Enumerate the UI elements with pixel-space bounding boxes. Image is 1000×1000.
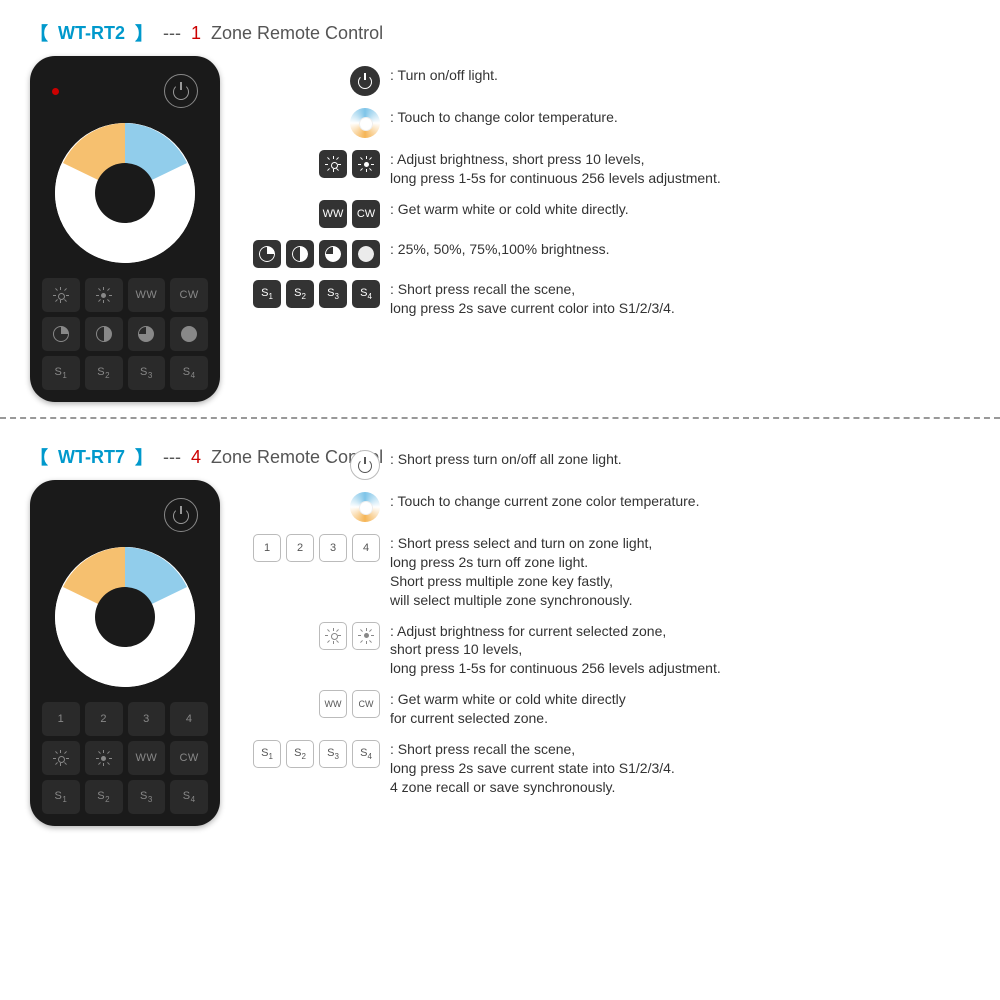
- remote-rt2: WW CW S1 S2 S3 S4: [30, 56, 220, 402]
- s1-icon: S1: [253, 740, 281, 768]
- legend-wwcw: Get warm white or cold white directly fo…: [390, 690, 970, 728]
- bracket-open: 【: [30, 444, 48, 470]
- product1-header: 【 WT-RT2 】 --- 1 Zone Remote Control: [30, 20, 970, 46]
- product1-section: 【 WT-RT2 】 --- 1 Zone Remote Control: [0, 0, 1000, 412]
- power-icon: [350, 450, 380, 480]
- brightness-down-button[interactable]: [42, 278, 80, 312]
- power-icon: [350, 66, 380, 96]
- brightness-up-icon: [352, 150, 380, 178]
- s4-icon: S4: [352, 740, 380, 768]
- cw-button[interactable]: CW: [170, 741, 208, 775]
- zone2-icon: 2: [286, 534, 314, 562]
- dash: ---: [163, 23, 181, 44]
- ww-button[interactable]: WW: [128, 278, 166, 312]
- s4-icon: S4: [352, 280, 380, 308]
- s1-icon: S1: [253, 280, 281, 308]
- zone3-button[interactable]: 3: [128, 702, 166, 736]
- power-button[interactable]: [164, 498, 198, 532]
- s3-icon: S3: [319, 740, 347, 768]
- zone2-button[interactable]: 2: [85, 702, 123, 736]
- legend-brightness: Adjust brightness for current selected z…: [390, 622, 970, 679]
- legend-power: Short press turn on/off all zone light.: [390, 450, 970, 469]
- cw-button[interactable]: CW: [170, 278, 208, 312]
- bracket-close: 】: [135, 444, 153, 470]
- legend-wheel: Touch to change color temperature.: [390, 108, 970, 127]
- remote-rt7: 1 2 3 4 WW CW S1 S2 S3 S4: [30, 480, 220, 826]
- pie100-button[interactable]: [170, 317, 208, 351]
- zone1-icon: 1: [253, 534, 281, 562]
- pie50-icon: [286, 240, 314, 268]
- ww-icon: WW: [319, 200, 347, 228]
- legend-wheel: Touch to change current zone color tempe…: [390, 492, 970, 511]
- legend-wwcw: Get warm white or cold white directly.: [390, 200, 970, 219]
- colortemp-icon: [350, 492, 380, 522]
- pie25-button[interactable]: [42, 317, 80, 351]
- colortemp-icon: [350, 108, 380, 138]
- pie75-icon: [319, 240, 347, 268]
- brightness-up-button[interactable]: [85, 741, 123, 775]
- s2-icon: S2: [286, 740, 314, 768]
- pie25-icon: [253, 240, 281, 268]
- dash: ---: [163, 447, 181, 468]
- zone4-icon: 4: [352, 534, 380, 562]
- s2-icon: S2: [286, 280, 314, 308]
- s3-icon: S3: [319, 280, 347, 308]
- zone3-icon: 3: [319, 534, 347, 562]
- legend-scene: Short press recall the scene, long press…: [390, 740, 970, 797]
- color-temp-wheel[interactable]: [55, 123, 195, 263]
- s2-button[interactable]: S2: [85, 356, 123, 390]
- cw-icon: CW: [352, 200, 380, 228]
- pie75-button[interactable]: [128, 317, 166, 351]
- product1-model: WT-RT2: [58, 23, 125, 44]
- zone4-button[interactable]: 4: [170, 702, 208, 736]
- bracket-close: 】: [135, 20, 153, 46]
- product2-section: 【WT-RT7】 --- 4 Zone Remote Control: [0, 424, 1000, 836]
- power-button[interactable]: [164, 74, 198, 108]
- led-indicator: [52, 88, 59, 95]
- s2-button[interactable]: S2: [85, 780, 123, 814]
- pie100-icon: [352, 240, 380, 268]
- brightness-down-icon: [319, 622, 347, 650]
- product1-zone-label: Zone Remote Control: [211, 23, 383, 44]
- bracket-open: 【: [30, 20, 48, 46]
- section-divider: [0, 417, 1000, 419]
- brightness-down-icon: [319, 150, 347, 178]
- s3-button[interactable]: S3: [128, 356, 166, 390]
- legend-power: Turn on/off light.: [390, 66, 970, 85]
- cw-icon: CW: [352, 690, 380, 718]
- brightness-up-button[interactable]: [85, 278, 123, 312]
- zone1-button[interactable]: 1: [42, 702, 80, 736]
- legend-brightness: Adjust brightness, short press 10 levels…: [390, 150, 970, 188]
- s1-button[interactable]: S1: [42, 356, 80, 390]
- product1-zone-count: 1: [191, 23, 201, 44]
- product2-model: WT-RT7: [58, 447, 125, 468]
- product2-zone-count: 4: [191, 447, 201, 468]
- legend-zones: Short press select and turn on zone ligh…: [390, 534, 970, 610]
- s1-button[interactable]: S1: [42, 780, 80, 814]
- product1-legend: Turn on/off light. Touch to change color…: [240, 56, 970, 330]
- pie50-button[interactable]: [85, 317, 123, 351]
- s4-button[interactable]: S4: [170, 780, 208, 814]
- color-temp-wheel[interactable]: [55, 547, 195, 687]
- legend-scene: Short press recall the scene, long press…: [390, 280, 970, 318]
- s4-button[interactable]: S4: [170, 356, 208, 390]
- legend-pie: 25%, 50%, 75%,100% brightness.: [390, 240, 970, 259]
- brightness-down-button[interactable]: [42, 741, 80, 775]
- s3-button[interactable]: S3: [128, 780, 166, 814]
- ww-button[interactable]: WW: [128, 741, 166, 775]
- brightness-up-icon: [352, 622, 380, 650]
- ww-icon: WW: [319, 690, 347, 718]
- product2-legend: Short press turn on/off all zone light. …: [240, 440, 970, 809]
